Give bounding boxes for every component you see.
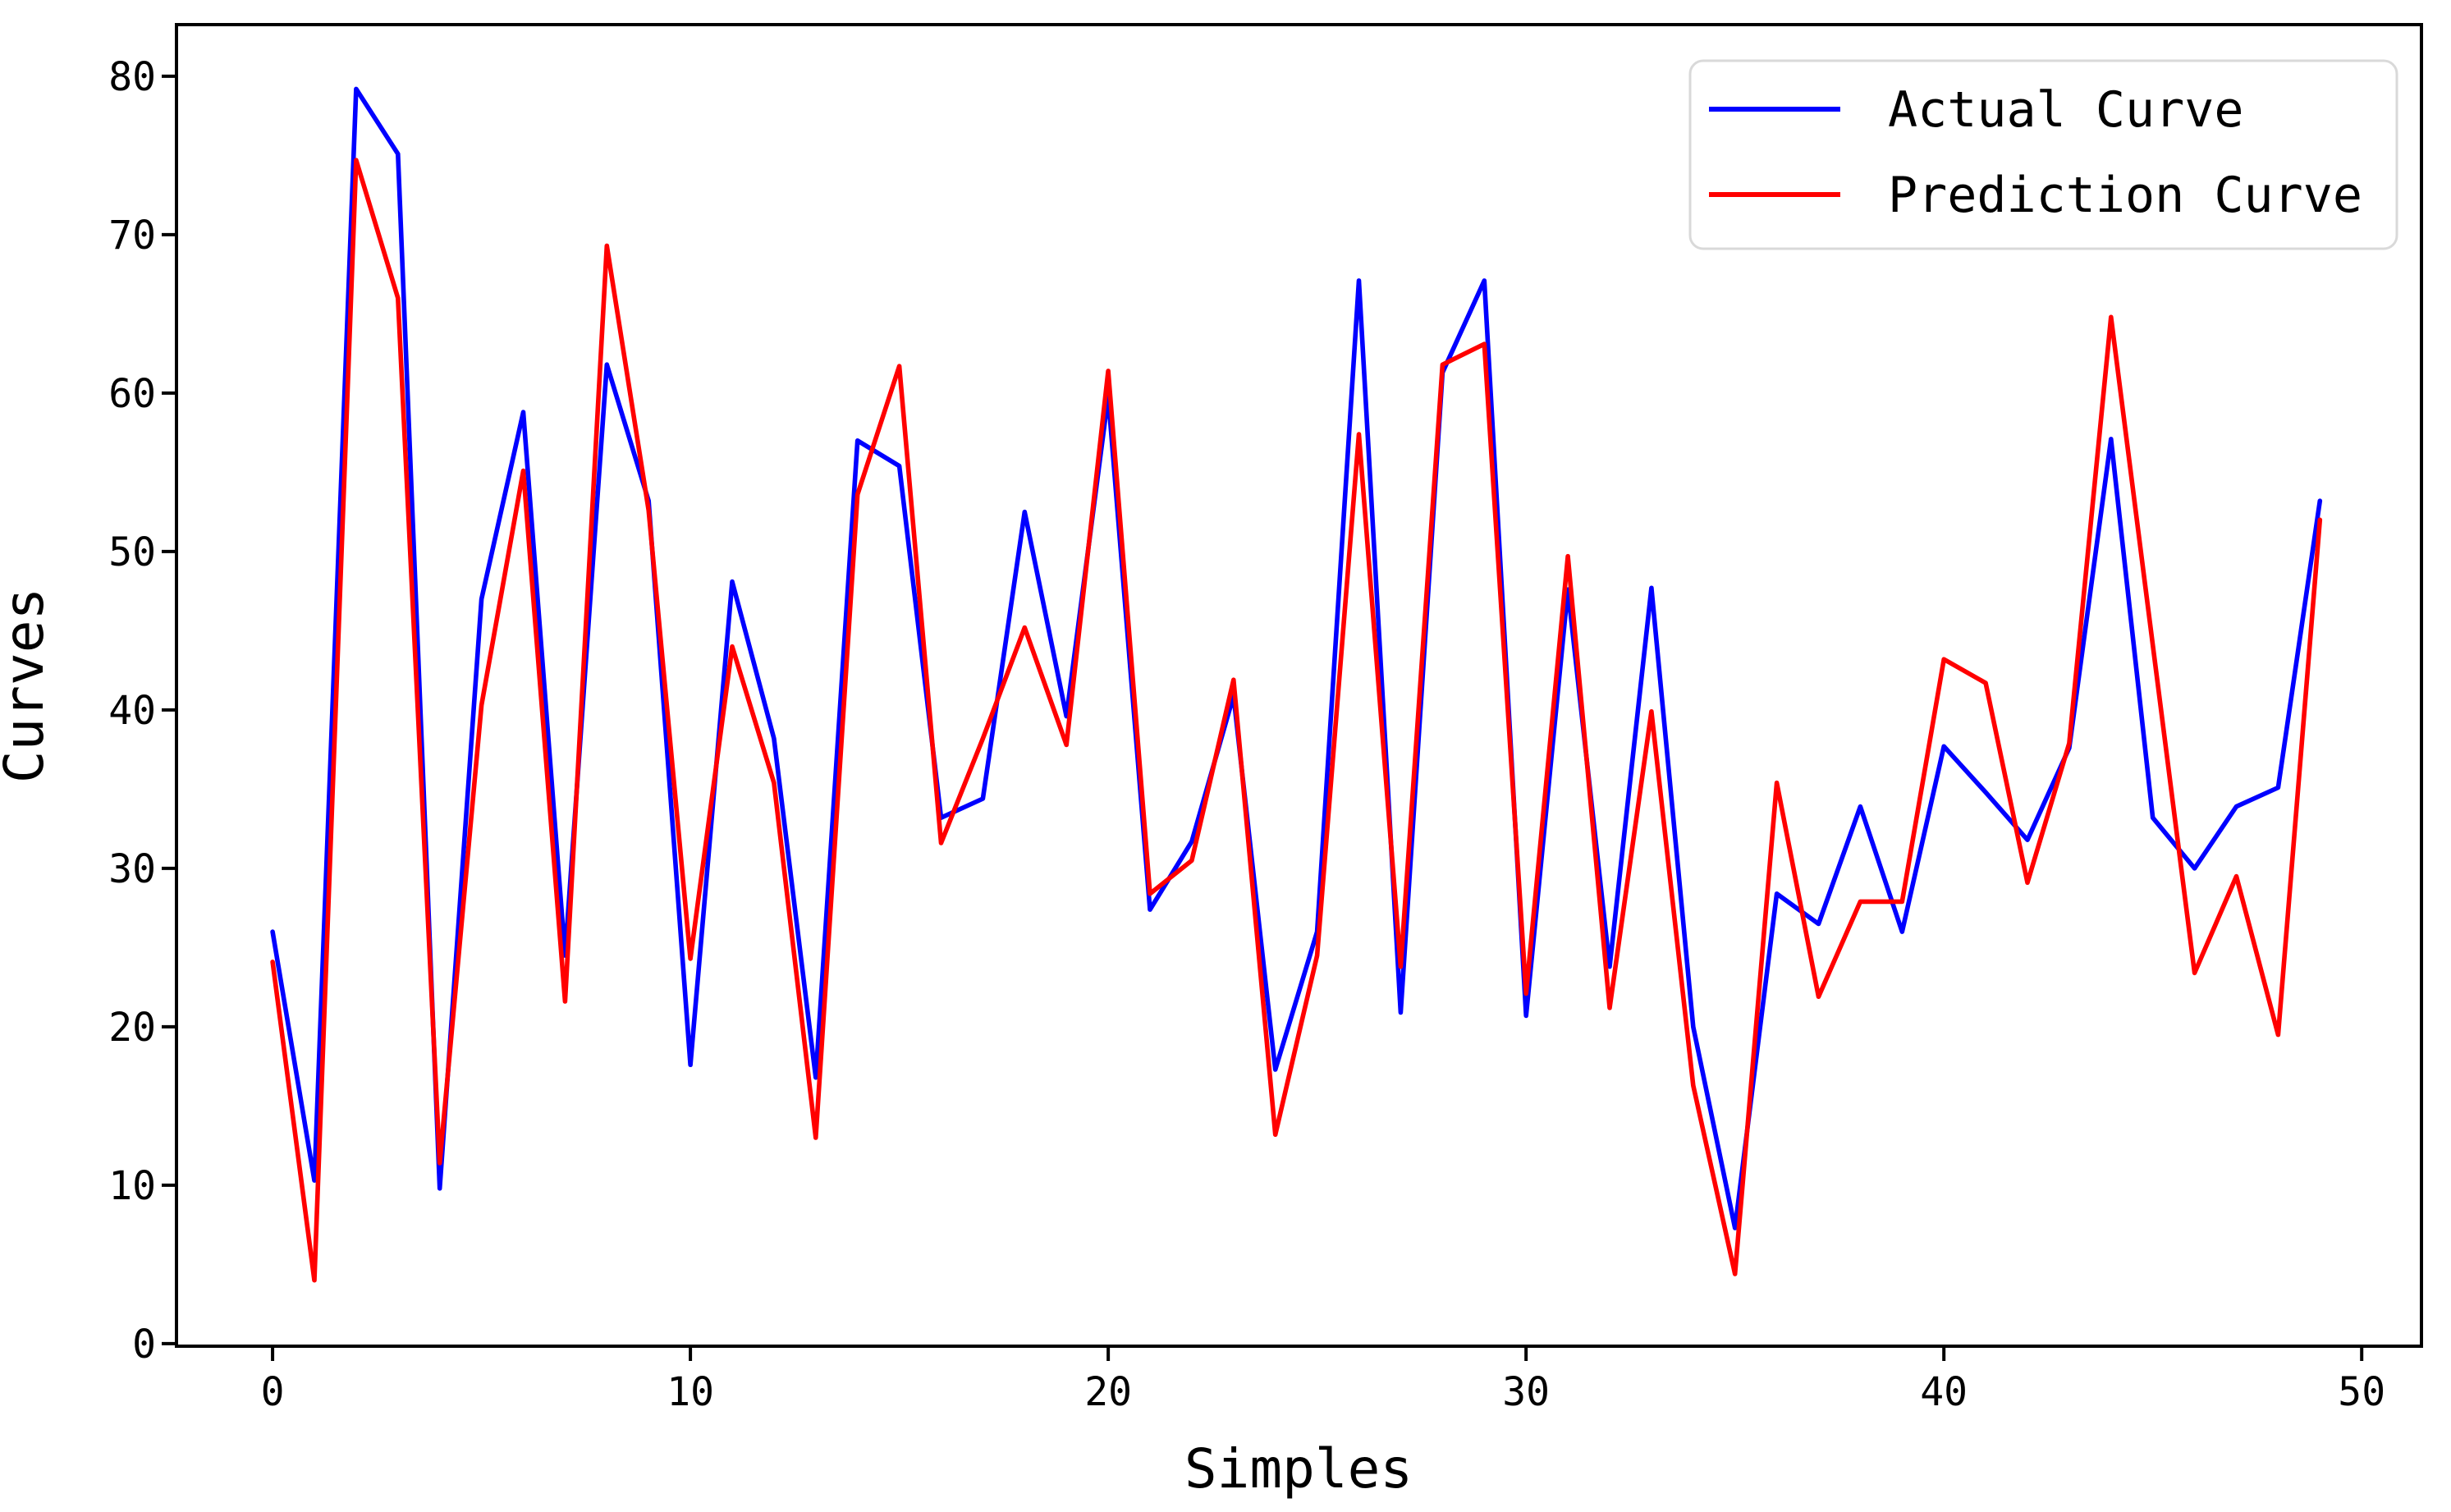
y-tick-label: 50 <box>108 529 156 575</box>
y-tick-label: 30 <box>108 846 156 892</box>
y-tick-label: 20 <box>108 1005 156 1051</box>
x-tick-label: 40 <box>1920 1369 1968 1415</box>
y-tick-label: 40 <box>108 688 156 734</box>
legend-label-actual: Actual Curve <box>1888 81 2243 139</box>
y-tick-label: 0 <box>132 1322 156 1368</box>
x-axis-label: Simples <box>1184 1437 1413 1501</box>
x-tick-label: 20 <box>1084 1369 1132 1415</box>
y-tick-label: 70 <box>108 213 156 259</box>
x-tick-label: 30 <box>1502 1369 1550 1415</box>
actual-curve-line <box>270 86 2323 1230</box>
legend-box <box>1688 59 2398 250</box>
y-axis-label: Curves <box>0 588 56 783</box>
y-tick-label: 80 <box>108 54 156 100</box>
legend: Actual Curve Prediction Curve <box>1688 59 2398 250</box>
series-lines <box>270 86 2323 1283</box>
legend-label-prediction: Prediction Curve <box>1888 167 2362 224</box>
y-tick-label: 60 <box>108 371 156 417</box>
prediction-curve-line <box>270 158 2323 1283</box>
plot-border <box>175 23 2423 1348</box>
y-tick-label: 10 <box>108 1163 156 1209</box>
x-axis-ticks: 0 10 20 30 40 50 <box>261 1346 2385 1415</box>
x-tick-label: 10 <box>667 1369 714 1415</box>
x-tick-label: 50 <box>2338 1369 2385 1415</box>
y-axis-ticks: 0 10 20 30 40 50 60 70 80 <box>108 54 176 1368</box>
x-tick-label: 0 <box>261 1369 285 1415</box>
